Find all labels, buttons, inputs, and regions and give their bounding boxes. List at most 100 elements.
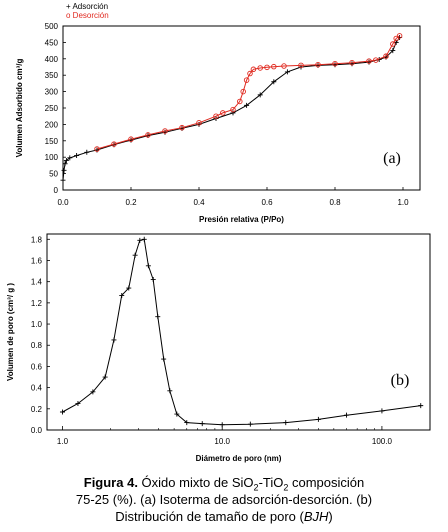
data-point-bjh (75, 401, 81, 407)
data-point-desorcion (390, 41, 396, 47)
panel-label-a: (a) (383, 150, 401, 167)
x-tick-label-a: 0.0 (57, 198, 69, 207)
data-point-bjh (418, 403, 424, 409)
data-point-adsorcion (63, 157, 69, 163)
data-point-adsorcion (244, 102, 250, 108)
y-tick-label-b: 0.2 (31, 405, 43, 414)
y-tick-label-b: 1.4 (31, 278, 43, 287)
data-point-bjh (90, 389, 96, 395)
data-point-desorcion (220, 110, 226, 116)
data-point-desorcion (281, 63, 287, 69)
y-tick-label-b: 1.2 (31, 299, 43, 308)
data-point-desorcion (332, 60, 338, 67)
data-point-desorcion (145, 132, 151, 138)
data-point-desorcion (264, 64, 270, 71)
data-point-bjh (141, 236, 147, 242)
y-tick-label-a: 450 (45, 38, 59, 47)
series-line-bjh (62, 238, 421, 426)
y-tick-label-b: 0.4 (31, 384, 43, 393)
data-point-desorcion (162, 128, 168, 134)
data-point-bjh (119, 292, 125, 298)
data-point-bjh (111, 337, 117, 343)
y-tick-label-a: 200 (45, 120, 59, 129)
data-point-bjh (155, 314, 161, 320)
data-point-adsorcion (74, 153, 80, 159)
data-point-desorcion (373, 57, 379, 63)
x-axis-label-a: Presión relativa (P/Po) (199, 215, 284, 224)
data-point-desorcion (179, 124, 185, 131)
x-tick-label-b: 100.0 (372, 437, 393, 446)
data-point-desorcion (94, 146, 100, 152)
data-point-bjh (174, 411, 180, 417)
x-tick-label-a: 0.8 (329, 198, 341, 207)
x-tick-label-b: 1.0 (57, 437, 69, 446)
caption-line-2: 75-25 (%). (a) Isoterma de adsorción-des… (75, 492, 373, 507)
data-point-bjh (161, 356, 167, 362)
data-point-desorcion (396, 33, 403, 39)
data-point-adsorcion (60, 177, 66, 183)
data-point-bjh (59, 409, 65, 415)
data-point-bjh (199, 421, 205, 427)
data-point-bjh (379, 408, 385, 414)
caption-fig-label: Figura 4. (83, 475, 138, 490)
y-tick-label-a: 0 (54, 186, 59, 195)
data-point-bjh (219, 422, 225, 428)
data-point-bjh (247, 421, 253, 427)
chart-a: 0 50 100 150 200 250 300 350 400 450 500 0.0 0.2 0.4 0… (15, 2, 421, 224)
y-tick-label-a: 350 (45, 71, 59, 80)
series-line-desorcion (96, 35, 400, 150)
y-tick-label-b: 1.6 (31, 256, 43, 265)
data-point-bjh (145, 263, 151, 269)
data-point-desorcion (247, 70, 253, 77)
legend-entry-adsorcion: + Adsorción (66, 2, 108, 11)
data-point-desorcion (315, 61, 321, 68)
data-point-adsorcion (257, 92, 263, 98)
data-point-desorcion (240, 88, 246, 95)
y-axis-label-a: Volumen Adsorbido cm³/g (15, 59, 24, 158)
data-point-bjh (184, 420, 190, 426)
data-point-desorcion (383, 53, 389, 59)
x-tick-label-a: 0.2 (125, 198, 137, 207)
x-axis-label-b: Diámetro de poro (nm) (196, 454, 282, 463)
y-tick-label-b: 1.0 (31, 320, 43, 329)
y-tick-label-a: 500 (45, 22, 59, 31)
y-tick-label-a: 300 (45, 88, 59, 97)
data-point-bjh (343, 412, 349, 418)
x-tick-label-b: 10.0 (214, 437, 230, 446)
y-tick-label-b: 0.8 (31, 341, 43, 350)
y-tick-label-a: 250 (45, 104, 59, 113)
legend-entry-desorcion: o Desorción (66, 11, 109, 20)
data-point-desorcion (230, 106, 236, 113)
data-point-adsorcion (284, 69, 290, 75)
data-point-bjh (102, 374, 108, 380)
y-tick-label-b: 1.8 (31, 235, 43, 244)
data-point-desorcion (271, 63, 277, 70)
data-point-desorcion (298, 62, 304, 69)
y-tick-label-b: 0.0 (31, 426, 43, 435)
data-point-desorcion (196, 120, 202, 126)
data-point-bjh (315, 416, 321, 422)
y-tick-label-a: 400 (45, 55, 59, 64)
data-point-desorcion (237, 98, 243, 105)
data-point-adsorcion (230, 110, 236, 116)
data-point-bjh (132, 252, 138, 258)
x-tick-label-a: 1.0 (397, 198, 409, 207)
data-point-desorcion (366, 58, 372, 64)
data-point-desorcion (128, 136, 134, 142)
data-point-desorcion (393, 35, 399, 42)
data-point-bjh (150, 277, 156, 283)
y-axis-label-b: Volumen de poro (cm³/ g ) (6, 283, 15, 381)
data-point-bjh (283, 420, 289, 426)
data-point-adsorcion (271, 79, 277, 85)
y-tick-label-b: 0.6 (31, 362, 43, 371)
chart-b: 0.0 0.2 0.4 0.6 0.8 1.0 1.2 1.4 1.6 1.8 1.0 10.0 100… (6, 233, 431, 463)
figure-caption: Figura 4. Óxido mixto de SiO2-TiO2 compo… (0, 474, 448, 525)
y-tick-label-a: 50 (49, 170, 58, 179)
data-point-adsorcion (84, 149, 90, 155)
data-point-desorcion (349, 59, 355, 66)
data-point-adsorcion (67, 155, 73, 161)
panel-label-b: (b) (391, 372, 410, 389)
data-point-adsorcion (62, 161, 68, 167)
data-point-bjh (167, 388, 173, 394)
